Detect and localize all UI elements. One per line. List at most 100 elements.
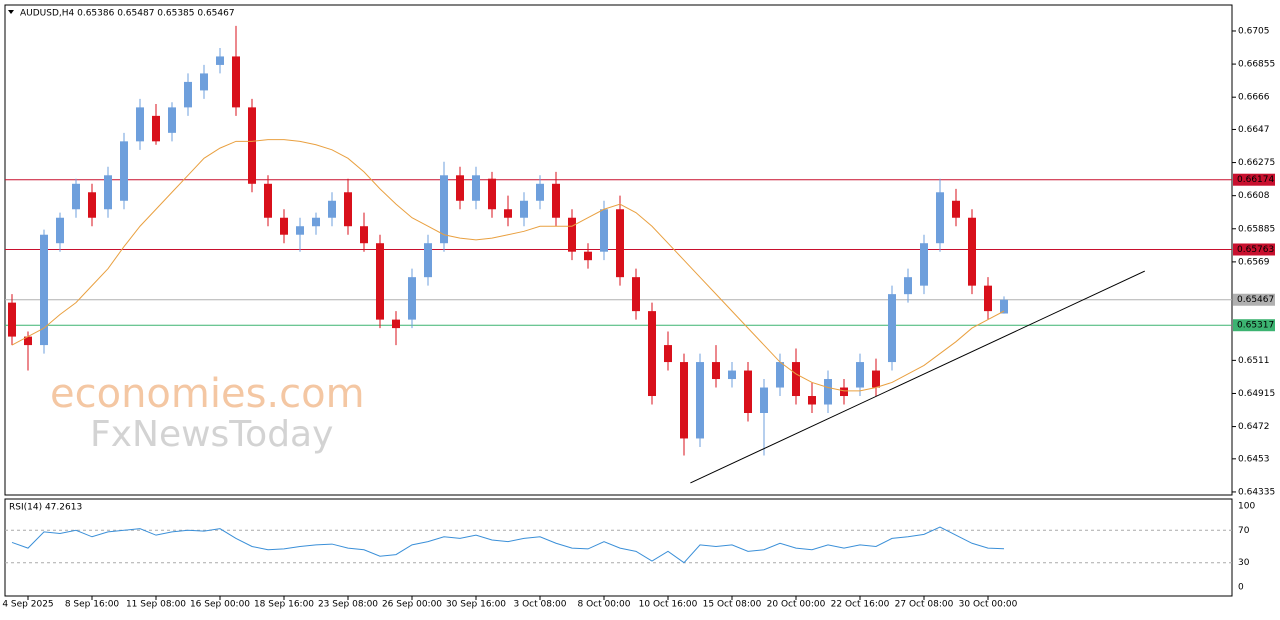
- candle-body: [392, 319, 400, 329]
- rsi-tick-label: 0: [1238, 583, 1244, 593]
- y-tick-label: 0.66275: [1238, 158, 1275, 168]
- candle-body: [40, 234, 48, 346]
- candle-body: [1000, 299, 1008, 314]
- price-frame: [4, 4, 1233, 496]
- y-tick-label: 0.6666: [1238, 93, 1270, 103]
- candle-body: [664, 345, 672, 363]
- candle-body: [104, 175, 112, 210]
- rsi-frame: [4, 498, 1233, 597]
- candle-body: [376, 243, 384, 320]
- candle-body: [328, 200, 336, 218]
- x-tick-label: 10 Oct 16:00: [639, 600, 698, 610]
- candle-body: [696, 362, 704, 439]
- y-tick-label: 0.64915: [1238, 389, 1275, 399]
- x-tick-label: 30 Oct 00:00: [959, 600, 1018, 610]
- y-tick-label: 0.6472: [1238, 422, 1270, 432]
- level-tag: [1233, 243, 1275, 256]
- candle-body: [120, 141, 128, 201]
- candle-body: [840, 387, 848, 397]
- y-tick-label: 0.65885: [1238, 224, 1275, 234]
- rsi-tick-label: 100: [1238, 502, 1255, 512]
- candle-body: [520, 200, 528, 218]
- candle-body: [200, 73, 208, 91]
- candle-body: [984, 285, 992, 312]
- candle-body: [472, 175, 480, 201]
- y-tick-label: 0.6608: [1238, 191, 1270, 201]
- candle-body: [424, 243, 432, 278]
- candle-body: [712, 362, 720, 380]
- candle-body: [568, 217, 576, 252]
- x-tick-label: 15 Oct 08:00: [703, 600, 762, 610]
- menu-arrow: [8, 10, 14, 14]
- candle-body: [232, 56, 240, 108]
- candle-body: [824, 379, 832, 405]
- x-tick-label: 27 Oct 08:00: [895, 600, 954, 610]
- candle-body: [808, 396, 816, 405]
- candle-body: [584, 251, 592, 261]
- level-label: 0.65317: [1237, 321, 1274, 331]
- level-tag: [1233, 319, 1275, 332]
- x-tick-label: 11 Sep 08:00: [126, 600, 186, 610]
- candle-body: [776, 362, 784, 388]
- rsi-line: [11, 526, 1005, 564]
- candle-body: [344, 192, 352, 227]
- candle-body: [760, 387, 768, 413]
- x-tick-label: 22 Oct 16:00: [831, 600, 890, 610]
- x-tick-label: 3 Oct 08:00: [514, 600, 567, 610]
- level-label: 0.65763: [1237, 245, 1274, 255]
- y-tick-label: 0.66855: [1238, 60, 1275, 70]
- y-tick-label: 0.6511: [1238, 356, 1270, 366]
- candle-body: [968, 217, 976, 286]
- candle-body: [616, 209, 624, 278]
- rsi-tick-label: 70: [1238, 526, 1250, 536]
- candle-body: [184, 81, 192, 108]
- candle-body: [72, 183, 80, 210]
- candle-body: [280, 217, 288, 235]
- level-tag: [1233, 173, 1275, 186]
- candle-body: [8, 302, 16, 337]
- candle-body: [152, 115, 160, 142]
- candle-body: [872, 370, 880, 388]
- moving-average: [11, 139, 1005, 392]
- x-tick-label: 20 Oct 00:00: [767, 600, 826, 610]
- candle-body: [600, 209, 608, 252]
- candle-body: [744, 370, 752, 413]
- level-label: 0.65467: [1237, 295, 1274, 305]
- chart-title: AUDUSD,H4 0.65386 0.65487 0.65385 0.6546…: [20, 9, 235, 19]
- candle-body: [728, 370, 736, 380]
- rsi-title: RSI(14) 47.2613: [9, 503, 82, 513]
- candle-body: [408, 277, 416, 320]
- candle-body: [168, 107, 176, 133]
- candle-body: [648, 311, 656, 397]
- x-tick-label: 23 Sep 08:00: [318, 600, 378, 610]
- candle-body: [136, 107, 144, 142]
- y-tick-label: 0.6705: [1238, 26, 1270, 36]
- watermark: economies.com: [50, 371, 365, 417]
- candle-body: [216, 56, 224, 65]
- y-tick-label: 0.6453: [1238, 454, 1270, 464]
- candle-body: [904, 277, 912, 295]
- candle-body: [792, 362, 800, 397]
- candle-body: [504, 209, 512, 218]
- candle-body: [680, 362, 688, 439]
- level-tag: [1233, 293, 1275, 306]
- candle-body: [920, 243, 928, 286]
- candle-body: [536, 183, 544, 201]
- y-tick-label: 0.64335: [1238, 487, 1275, 497]
- x-tick-label: 26 Sep 00:00: [382, 600, 442, 610]
- candle-body: [248, 107, 256, 184]
- candle-body: [856, 362, 864, 388]
- candle-body: [56, 217, 64, 244]
- candle-body: [264, 183, 272, 218]
- candle-body: [952, 200, 960, 218]
- level-label: 0.66174: [1237, 175, 1274, 185]
- candle-body: [632, 277, 640, 312]
- x-tick-label: 16 Sep 00:00: [190, 600, 250, 610]
- candle-body: [552, 183, 560, 218]
- watermark: FxNewsToday: [90, 414, 333, 455]
- x-tick-label: 4 Sep 2025: [2, 600, 53, 610]
- y-tick-label: 0.6569: [1238, 257, 1270, 267]
- candle-body: [296, 226, 304, 235]
- candle-body: [888, 294, 896, 363]
